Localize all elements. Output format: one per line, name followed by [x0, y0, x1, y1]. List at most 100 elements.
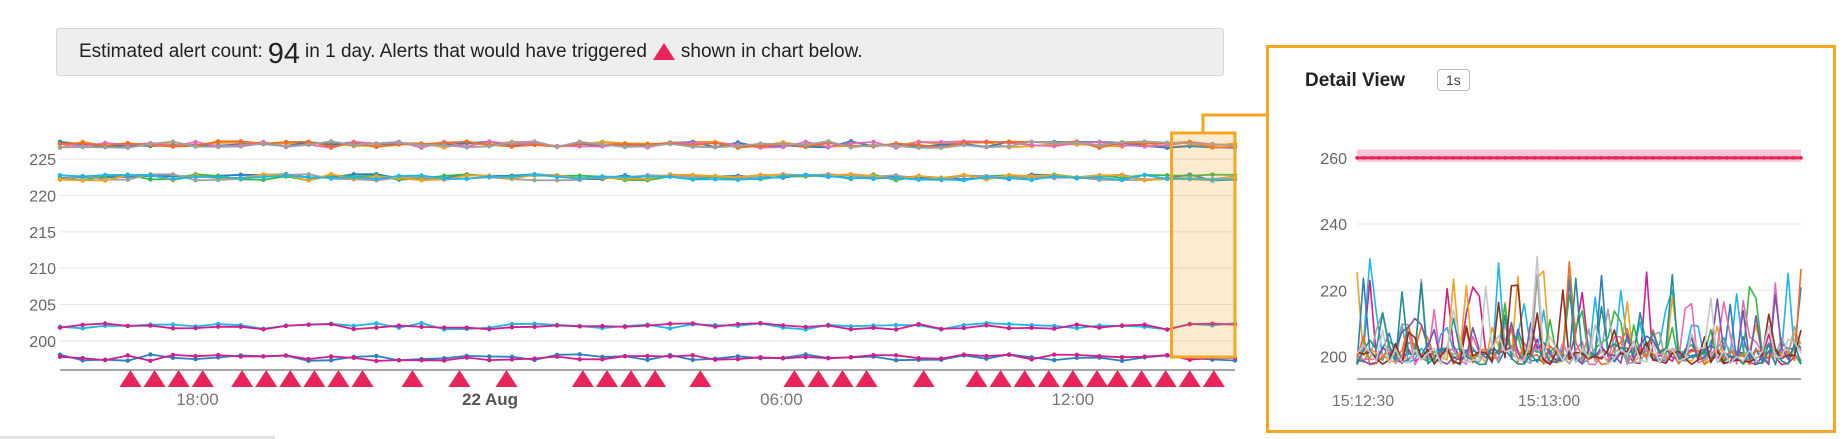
threshold-point [1584, 156, 1589, 160]
series-point [487, 357, 492, 363]
threshold-point [1540, 156, 1544, 160]
alert-markers [119, 370, 1225, 387]
alert-marker [119, 370, 142, 387]
series-point [351, 323, 356, 329]
series-point [1142, 172, 1147, 178]
series-point [306, 174, 311, 180]
series-point [554, 174, 560, 180]
series-point [554, 144, 560, 150]
resolution-badge[interactable]: 1s [1437, 69, 1470, 91]
series-point [826, 323, 831, 328]
threshold-point [1503, 156, 1507, 160]
series-point [261, 354, 266, 359]
series-point [848, 355, 854, 360]
y-tick-label: 220 [29, 188, 56, 205]
threshold-point [1703, 156, 1707, 160]
series-point [464, 355, 469, 360]
series-point [193, 144, 198, 149]
series-point [690, 172, 695, 178]
alert-marker [167, 370, 190, 387]
series-point [1097, 142, 1102, 148]
threshold-point [1421, 156, 1426, 160]
series-point [1119, 323, 1125, 328]
series-point [396, 323, 402, 328]
series-point [487, 354, 492, 359]
series-point [193, 353, 198, 359]
threshold-point [1547, 156, 1552, 160]
series-point [487, 174, 492, 179]
series-point [916, 173, 921, 179]
y-tick-label: 205 [29, 298, 56, 315]
alert-marker [571, 370, 594, 387]
threshold-point [1444, 156, 1448, 160]
series-point [939, 177, 944, 182]
series-point [1074, 140, 1080, 146]
series-point [1165, 352, 1170, 358]
horizontal-scrollbar[interactable] [0, 436, 275, 439]
series-point [306, 139, 311, 145]
alert-estimate-middle: in 1 day. Alerts that would have trigger… [305, 41, 647, 62]
detail-chart[interactable]: 200 220 240 260 15:12:30 15:13:00 [1269, 48, 1833, 430]
detail-series [1356, 255, 1802, 366]
threshold-point [1429, 156, 1433, 160]
alert-marker [143, 370, 166, 387]
series-point [464, 145, 469, 150]
series-point [803, 172, 808, 178]
series-point [713, 140, 718, 146]
detail-window-highlight[interactable] [1170, 131, 1237, 359]
series-point [193, 325, 198, 331]
series-point [577, 352, 582, 357]
series-point [125, 145, 130, 150]
alert-marker [1130, 370, 1153, 387]
series-point [848, 175, 854, 181]
threshold-point [1621, 156, 1626, 160]
series-point [871, 325, 876, 330]
series-point [622, 144, 628, 150]
series-point [758, 172, 763, 178]
alert-marker [783, 370, 806, 387]
series-point [283, 144, 289, 149]
series-point [419, 358, 424, 363]
series-point [939, 326, 944, 332]
alert-count-value: 94 [267, 37, 301, 70]
series-point [80, 326, 85, 331]
series-point [148, 323, 153, 328]
series-point [351, 355, 356, 361]
x-tick-label: 22 Aug [462, 390, 518, 409]
series-point [577, 139, 582, 144]
series-point [57, 145, 63, 150]
series-point [713, 324, 718, 329]
detail-series-line [1356, 284, 1802, 366]
x-tick-label: 06:00 [760, 390, 803, 409]
x-tick-label: 18:00 [176, 390, 219, 409]
series-point [80, 322, 85, 327]
alert-marker [1106, 370, 1129, 387]
threshold-point [1525, 156, 1529, 160]
series-point [238, 139, 243, 144]
series-point [102, 145, 108, 150]
series-point [871, 176, 876, 181]
alert-marker [401, 370, 424, 387]
series-point [961, 142, 967, 148]
series-point [215, 139, 221, 144]
series-point [871, 139, 876, 145]
series-point [961, 352, 967, 357]
series-point [554, 323, 560, 328]
series-point [170, 172, 176, 177]
x-tick-label: 15:13:00 [1518, 393, 1580, 410]
series-point [1142, 354, 1147, 359]
y-tick-label: 200 [29, 334, 56, 351]
alert-estimate-banner: Estimated alert count: 94 in 1 day. Aler… [56, 28, 1224, 76]
series-point [939, 145, 944, 150]
series-point [1097, 175, 1102, 180]
series-point [441, 176, 447, 181]
threshold-point [1392, 156, 1396, 160]
series-point [80, 144, 85, 150]
series-point [1165, 327, 1170, 332]
series-point [780, 356, 786, 361]
series-point [1029, 139, 1034, 144]
threshold-point [1481, 156, 1485, 160]
series-point [419, 143, 424, 148]
series-point [984, 323, 989, 328]
